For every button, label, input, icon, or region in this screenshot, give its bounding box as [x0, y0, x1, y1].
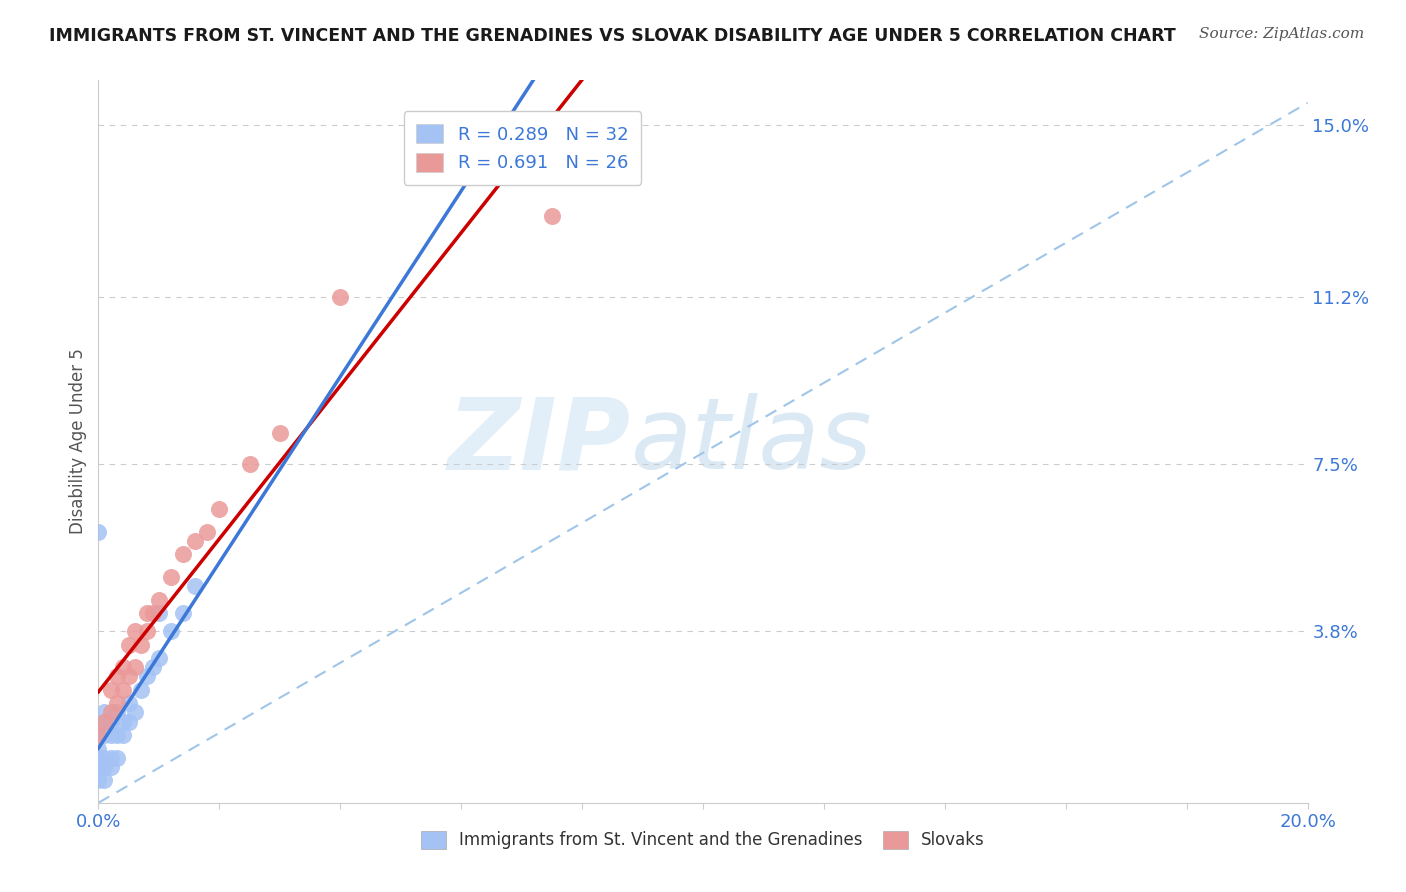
Text: IMMIGRANTS FROM ST. VINCENT AND THE GRENADINES VS SLOVAK DISABILITY AGE UNDER 5 : IMMIGRANTS FROM ST. VINCENT AND THE GREN…	[49, 27, 1175, 45]
Point	[93, 750, 115, 764]
Point	[172, 548, 194, 562]
Y-axis label: Disability Age Under 5: Disability Age Under 5	[69, 349, 87, 534]
Point	[148, 606, 170, 620]
Point	[124, 706, 146, 720]
Point	[111, 714, 134, 729]
Point	[172, 606, 194, 620]
Point	[142, 660, 165, 674]
Point	[184, 533, 207, 548]
Legend: Immigrants from St. Vincent and the Grenadines, Slovaks: Immigrants from St. Vincent and the Gren…	[415, 824, 991, 856]
Point	[93, 773, 115, 788]
Point	[329, 290, 352, 304]
Point	[118, 669, 141, 683]
Point	[100, 760, 122, 774]
Point	[142, 606, 165, 620]
Point	[160, 570, 183, 584]
Point	[129, 682, 152, 697]
Point	[239, 457, 262, 471]
Point	[105, 706, 128, 720]
Point	[195, 524, 218, 539]
Point	[111, 660, 134, 674]
Point	[87, 760, 110, 774]
Point	[269, 425, 291, 440]
Point	[208, 502, 231, 516]
Point	[93, 728, 115, 742]
Point	[135, 606, 157, 620]
Point	[111, 682, 134, 697]
Text: ZIP: ZIP	[447, 393, 630, 490]
Point	[105, 750, 128, 764]
Point	[100, 728, 122, 742]
Text: atlas: atlas	[630, 393, 872, 490]
Point	[105, 697, 128, 711]
Point	[100, 714, 122, 729]
Point	[87, 741, 110, 756]
Point	[87, 750, 110, 764]
Point	[148, 651, 170, 665]
Point	[118, 697, 141, 711]
Point	[105, 669, 128, 683]
Point	[118, 714, 141, 729]
Point	[124, 660, 146, 674]
Point	[135, 669, 157, 683]
Point	[111, 728, 134, 742]
Point	[87, 728, 110, 742]
Point	[87, 728, 110, 742]
Point	[124, 624, 146, 639]
Point	[160, 624, 183, 639]
Point	[93, 714, 115, 729]
Point	[118, 638, 141, 652]
Point	[148, 592, 170, 607]
Point	[184, 579, 207, 593]
Point	[100, 706, 122, 720]
Point	[105, 728, 128, 742]
Text: Source: ZipAtlas.com: Source: ZipAtlas.com	[1198, 27, 1364, 41]
Point	[100, 750, 122, 764]
Point	[93, 714, 115, 729]
Point	[87, 524, 110, 539]
Point	[93, 760, 115, 774]
Point	[135, 624, 157, 639]
Point	[87, 773, 110, 788]
Point	[540, 209, 562, 223]
Point	[93, 706, 115, 720]
Point	[100, 682, 122, 697]
Point	[129, 638, 152, 652]
